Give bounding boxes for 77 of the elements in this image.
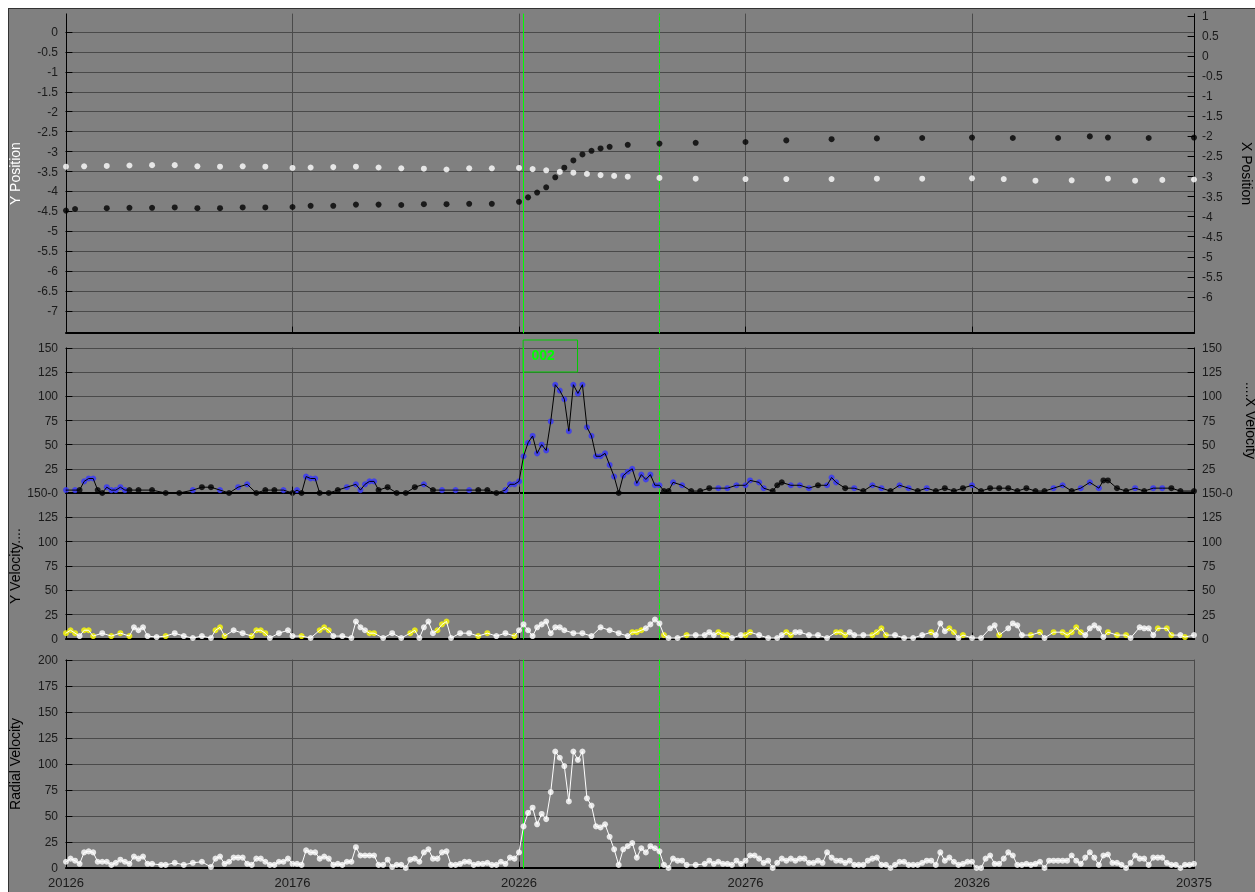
y2-tick-label: 50	[1202, 583, 1216, 598]
y-tick-label: -4.5	[37, 204, 59, 219]
y2-tick-label: -0.5	[1202, 69, 1223, 84]
y2-tick-label: 100	[1202, 389, 1223, 404]
y-tick-label: 150-0	[27, 486, 59, 500]
y2-tick-label: -6	[1202, 289, 1213, 304]
y-tick-label: -7	[47, 304, 59, 319]
y2-tick-label: -2.5	[1202, 149, 1223, 164]
y-tick-label: 150	[37, 705, 59, 719]
x-tick-label: 20375	[1175, 875, 1213, 890]
y-tick-label: -3	[47, 144, 59, 159]
y-tick-label: 0	[51, 24, 59, 39]
y-tick-label: -5	[47, 224, 59, 239]
y2-tick-label: 1	[1202, 9, 1209, 24]
y2-tick-label: -1.5	[1202, 109, 1223, 124]
y-tick-label: -4	[47, 184, 59, 199]
y2-tick-label: -4	[1202, 209, 1213, 224]
y2-tick-label: 150	[1202, 341, 1223, 355]
y2-axis-title: ....X Velocity	[1242, 381, 1255, 460]
y-axis-title: Radial Velocity	[7, 718, 23, 810]
y-axis-title: Y Velocity....	[7, 528, 23, 604]
y-tick-label: 50	[44, 583, 59, 598]
y2-tick-label: -3	[1202, 169, 1213, 184]
y-tick-label: -1.5	[37, 84, 59, 99]
y2-tick-label: -1	[1202, 89, 1213, 104]
y2-tick-label: -3.5	[1202, 189, 1223, 204]
y2-tick-label: -5	[1202, 249, 1213, 264]
y-tick-label: -6	[47, 264, 59, 279]
y2-tick-label: 0.5	[1202, 29, 1220, 44]
y-tick-label: 150	[37, 341, 59, 355]
y2-tick-label: -5.5	[1202, 269, 1223, 284]
y-tick-label: 50	[44, 437, 59, 452]
y-tick-label: -5.5	[37, 244, 59, 259]
y2-tick-label: 150-0	[1202, 486, 1234, 500]
y2-tick-label: -2	[1202, 129, 1213, 144]
y-tick-label: -2	[47, 104, 59, 119]
y-tick-label: -6.5	[37, 284, 59, 299]
y2-tick-label: 25	[1202, 607, 1216, 622]
y2-tick-label: 125	[1202, 365, 1223, 380]
y2-tick-label: 75	[1202, 413, 1216, 428]
y-tick-label: 50	[44, 809, 59, 823]
y2-tick-label: 25	[1202, 461, 1216, 476]
y-tick-label: 125	[37, 510, 59, 525]
x-tick-label: 20326	[953, 875, 991, 890]
y-tick-label: 25	[44, 461, 59, 476]
y-tick-label: 100	[37, 534, 59, 549]
y-tick-label: 100	[37, 757, 59, 771]
y-tick-label: 25	[44, 835, 59, 849]
x-tick-label: 20226	[500, 875, 538, 890]
y2-axis-title: X Position	[1239, 141, 1255, 206]
y-tick-label: 75	[44, 559, 59, 573]
x-tick-label: 20276	[727, 875, 764, 890]
y2-tick-label: -4.5	[1202, 229, 1223, 244]
y2-tick-label: 0	[1202, 49, 1209, 64]
y-tick-label: -1	[47, 64, 59, 79]
y-tick-label: -3.5	[37, 164, 59, 179]
y-axis-title: Y Position	[7, 142, 23, 205]
y-tick-label: 75	[44, 413, 59, 428]
y2-tick-label: 100	[1202, 534, 1223, 549]
y-tick-label: 125	[37, 365, 59, 380]
y2-tick-label: 125	[1202, 510, 1223, 525]
x-tick-label: 20126	[47, 875, 85, 890]
y-tick-label: 75	[44, 783, 59, 797]
y-tick-label: 200	[37, 653, 59, 667]
y-tick-label: -0.5	[37, 44, 59, 59]
y-tick-label: 175	[37, 679, 59, 693]
y2-tick-label: 0	[1202, 632, 1209, 646]
y-tick-label: 0	[51, 861, 59, 875]
y-tick-label: -2.5	[37, 124, 59, 139]
annotation: 002	[531, 347, 556, 363]
y-tick-label: 25	[44, 607, 59, 622]
x-tick-label: 20176	[274, 875, 311, 890]
y-tick-label: 125	[37, 731, 59, 745]
y2-tick-label: 50	[1202, 437, 1216, 452]
y-tick-label: 0	[51, 632, 59, 646]
y2-tick-label: 75	[1202, 559, 1216, 573]
y-tick-label: 100	[37, 389, 59, 404]
